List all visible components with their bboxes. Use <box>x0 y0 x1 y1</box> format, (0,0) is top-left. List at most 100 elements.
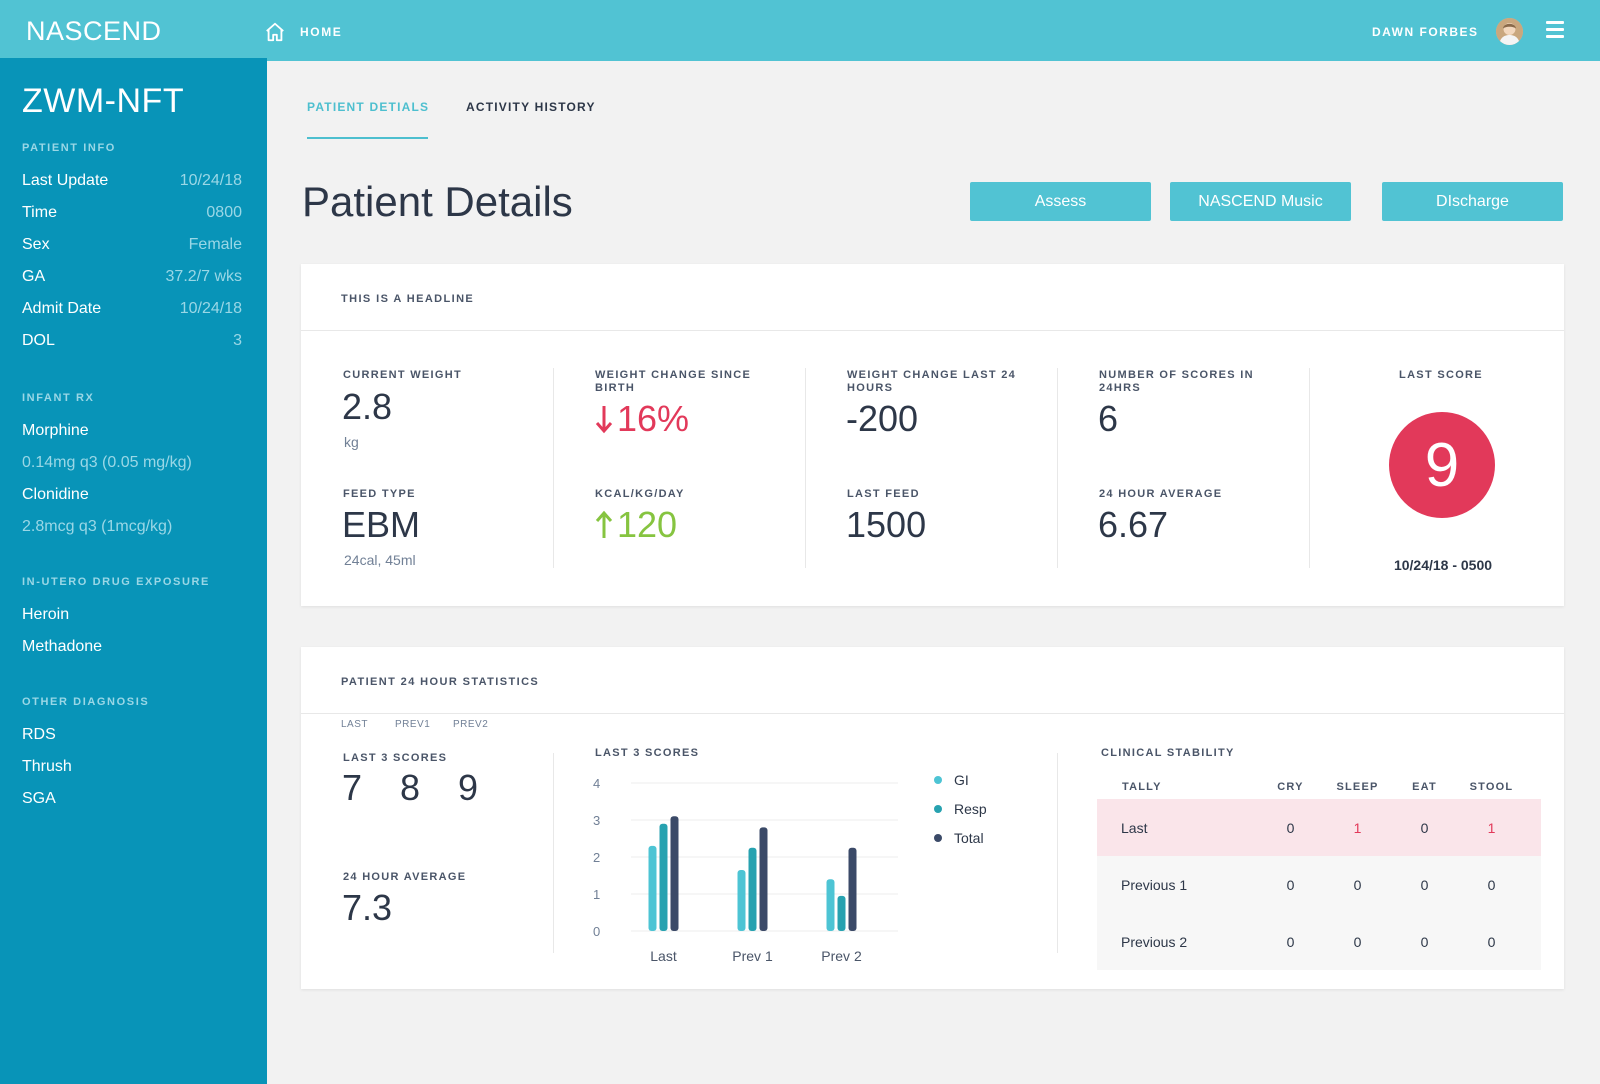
home-link[interactable]: HOME <box>264 20 342 44</box>
scores-24-value: 6 <box>1098 398 1119 439</box>
table-row: Last 0 1 0 1 <box>1097 799 1541 856</box>
arrow-up-icon <box>595 510 613 538</box>
hamburger-menu-icon[interactable] <box>1546 21 1564 38</box>
avatar-image <box>1496 18 1523 45</box>
table-row: Previous 2 0 0 0 0 <box>1097 913 1541 970</box>
legend-dot <box>934 834 942 842</box>
legend-total: Total <box>934 830 984 846</box>
info-row-sex: Sex Female <box>22 236 242 254</box>
info-label: Last Update <box>22 172 109 189</box>
headline-card: THIS IS A HEADLINE CURRENT WEIGHT 2.8 kg… <box>301 264 1564 606</box>
app-logo[interactable]: NASCEND <box>26 16 162 46</box>
chart-title: LAST 3 SCORES <box>595 747 700 759</box>
diagnosis-item: RDS <box>22 726 56 743</box>
feed-type-label: FEED TYPE <box>343 488 416 500</box>
bar-total <box>759 827 768 931</box>
bar-gi <box>737 869 746 931</box>
x-tick-label: Last <box>650 948 677 964</box>
clinical-title: CLINICAL STABILITY <box>1101 747 1235 759</box>
info-value: 37.2/7 wks <box>165 268 242 285</box>
y-tick-label: 4 <box>593 776 600 791</box>
legend-gi: GI <box>934 772 969 788</box>
statistics-card: PATIENT 24 HOUR STATISTICS LAST PREV1 PR… <box>301 647 1564 989</box>
rx-dose: 2.8mcg q3 (1mcg/kg) <box>22 518 173 535</box>
last-feed-value: 1500 <box>846 504 927 545</box>
kcal-label: KCAL/KG/DAY <box>595 488 685 500</box>
column-divider <box>1309 368 1310 568</box>
table-cell: 1 <box>1487 819 1496 836</box>
current-weight-unit: kg <box>344 434 359 450</box>
mini-header: LAST <box>341 719 369 730</box>
table-header: TALLY CRY SLEEP EAT STOOL <box>1097 775 1541 799</box>
info-label: DOL <box>22 332 55 349</box>
column-divider <box>553 368 554 568</box>
column-header: SLEEP <box>1336 781 1379 793</box>
in-utero-item: Heroin <box>22 606 70 623</box>
feed-type-value: EBM <box>342 504 421 545</box>
info-row-ga: GA 37.2/7 wks <box>22 268 242 286</box>
patient-info-title: PATIENT INFO <box>22 142 116 154</box>
avg-24-value: 6.67 <box>1098 504 1169 545</box>
assess-button[interactable]: Assess <box>970 182 1151 221</box>
other-diagnosis-title: OTHER DIAGNOSIS <box>22 696 150 708</box>
weight-change-birth-value: 16% <box>617 398 690 439</box>
info-value: 10/24/18 <box>179 172 242 189</box>
column-divider <box>805 368 806 568</box>
tab-patient-details[interactable]: PATIENT DETIALS <box>307 100 430 114</box>
info-value: 3 <box>233 332 242 349</box>
infant-rx-title: INFANT RX <box>22 392 95 404</box>
info-value: 10/24/18 <box>179 300 242 317</box>
patient-id: ZWM-NFT <box>22 82 185 120</box>
rx-drug: Morphine <box>22 422 89 439</box>
mini-header: PREV2 <box>453 719 489 730</box>
y-tick-label: 2 <box>593 850 600 865</box>
legend-label: GI <box>954 772 969 788</box>
info-row-dol: DOL 3 <box>22 332 242 350</box>
top-bar: NASCEND HOME DAWN FORBES <box>0 0 1600 61</box>
x-tick-label: Prev 2 <box>821 948 862 964</box>
x-tick-label: Prev 1 <box>732 948 773 964</box>
active-tab-indicator <box>307 137 428 139</box>
card-divider <box>301 330 1564 331</box>
card-divider <box>301 713 1564 714</box>
current-weight-label: CURRENT WEIGHT <box>343 369 463 381</box>
last-feed-label: LAST FEED <box>847 488 920 500</box>
table-cell: 0 <box>1353 876 1362 893</box>
nascend-music-button[interactable]: NASCEND Music <box>1170 182 1351 221</box>
column-divider <box>1057 753 1058 953</box>
last-score-badge: 9 <box>1389 412 1495 518</box>
row-label: Previous 2 <box>1121 933 1188 950</box>
column-divider <box>1057 368 1058 568</box>
legend-label: Total <box>954 830 984 846</box>
tab-activity-history[interactable]: ACTIVITY HISTORY <box>466 100 596 114</box>
y-tick-label: 0 <box>593 924 600 939</box>
feed-type-detail: 24cal, 45ml <box>344 552 416 568</box>
kcal-value: 120 <box>617 504 678 545</box>
table-cell: 0 <box>1286 819 1295 836</box>
weight-change-birth: 16% <box>595 398 689 440</box>
in-utero-item: Methadone <box>22 638 103 655</box>
table-cell: 0 <box>1487 933 1496 950</box>
avg-value: 7.3 <box>342 887 393 928</box>
arrow-down-icon <box>595 406 613 434</box>
last-score-label: LAST SCORE <box>1399 369 1483 381</box>
bar-total <box>670 816 679 931</box>
table-cell: 0 <box>1487 876 1496 893</box>
y-tick-label: 1 <box>593 887 600 902</box>
row-label: Last <box>1121 819 1148 836</box>
last-score-date: 10/24/18 - 0500 <box>1393 557 1493 573</box>
info-label: Sex <box>22 236 50 253</box>
legend-dot <box>934 776 942 784</box>
bar-resp <box>659 823 668 931</box>
user-name[interactable]: DAWN FORBES <box>1372 25 1479 39</box>
last3-label: LAST 3 SCORES <box>343 752 448 764</box>
legend-label: Resp <box>954 801 987 817</box>
column-header: CRY <box>1277 781 1304 793</box>
discharge-button[interactable]: DIscharge <box>1382 182 1563 221</box>
table-cell: 0 <box>1420 819 1429 836</box>
diagnosis-item: Thrush <box>22 758 72 775</box>
bar-resp <box>837 895 846 931</box>
avatar[interactable] <box>1496 18 1523 45</box>
patient-sidebar: ZWM-NFT PATIENT INFO Last Update 10/24/18… <box>0 58 267 1084</box>
scores-bar-chart: 0 1 2 3 4 Last Prev 1 Prev 2 <box>593 776 898 964</box>
